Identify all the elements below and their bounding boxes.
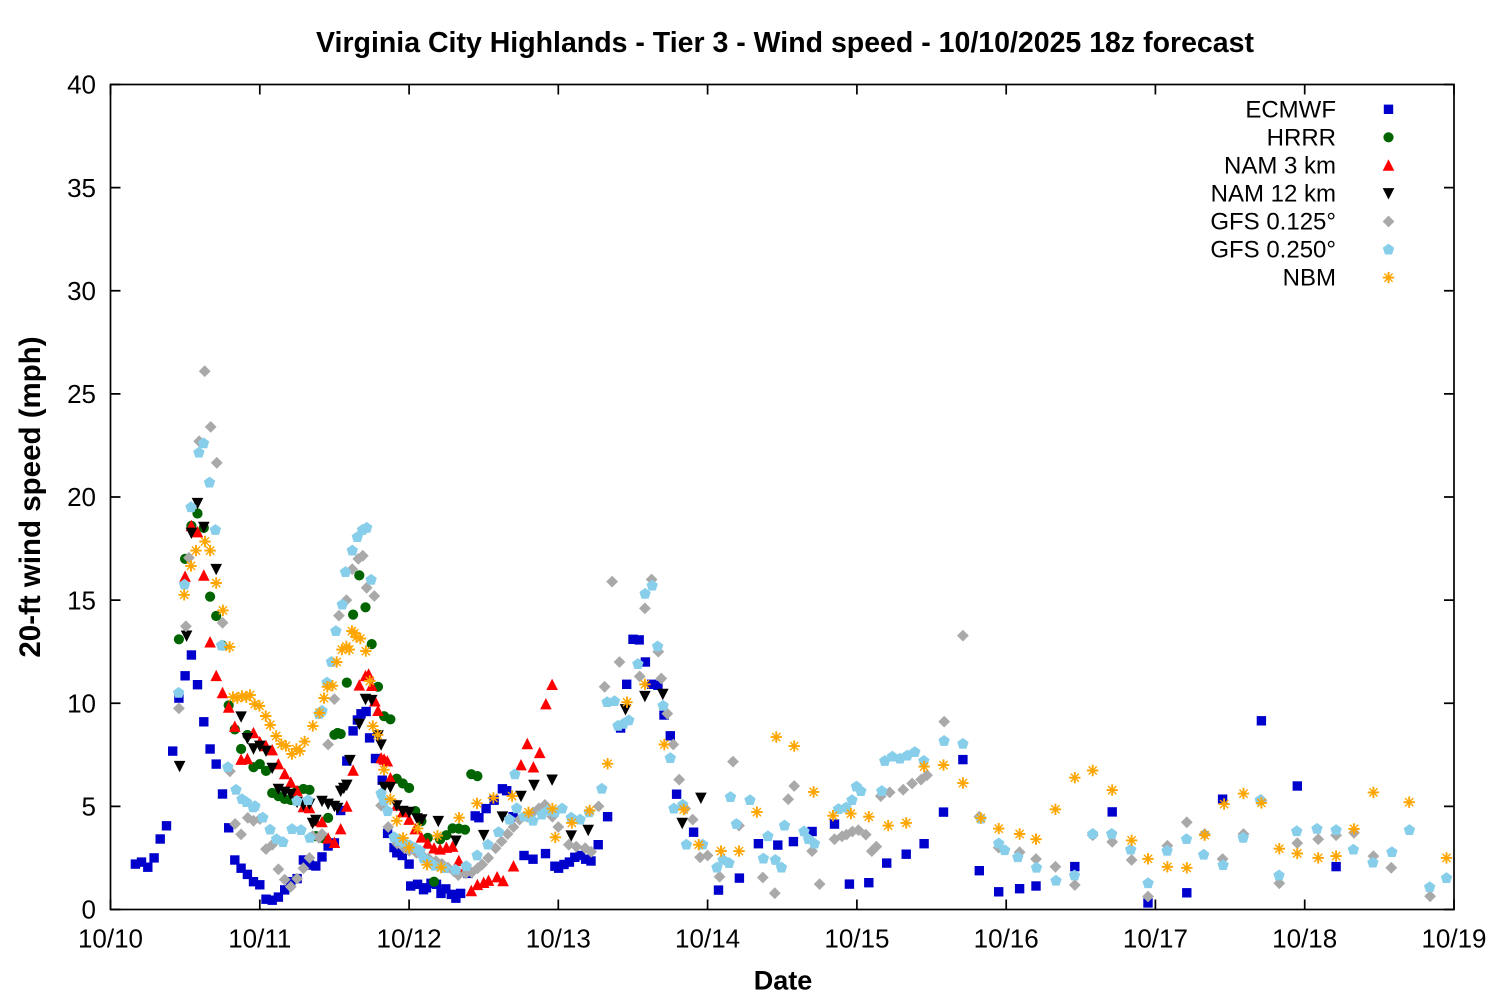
svg-text:20-ft wind speed (mph): 20-ft wind speed (mph) [14,336,47,657]
svg-text:NBM: NBM [1283,265,1336,292]
svg-text:GFS 0.250°: GFS 0.250° [1210,237,1336,264]
svg-text:5: 5 [82,792,96,822]
svg-text:10/15: 10/15 [824,924,889,954]
svg-text:10: 10 [67,689,96,719]
svg-text:10/19: 10/19 [1421,924,1486,954]
svg-text:0: 0 [82,895,96,925]
svg-text:20: 20 [67,482,96,512]
svg-text:10/12: 10/12 [377,924,442,954]
svg-text:25: 25 [67,379,96,409]
svg-text:10/18: 10/18 [1272,924,1337,954]
svg-text:10/10: 10/10 [78,924,143,954]
svg-text:10/13: 10/13 [526,924,591,954]
svg-text:10/16: 10/16 [974,924,1039,954]
svg-text:10/14: 10/14 [675,924,740,954]
svg-text:NAM 3 km: NAM 3 km [1224,152,1336,179]
svg-text:30: 30 [67,276,96,306]
svg-text:Virginia City Highlands - Tier: Virginia City Highlands - Tier 3 - Wind … [316,27,1254,59]
svg-text:Date: Date [754,966,813,996]
svg-text:HRRR: HRRR [1267,124,1336,151]
svg-text:15: 15 [67,585,96,615]
svg-text:ECMWF: ECMWF [1245,96,1336,123]
svg-text:NAM 12 km: NAM 12 km [1211,180,1336,207]
svg-text:GFS 0.125°: GFS 0.125° [1210,209,1336,236]
svg-text:35: 35 [67,173,96,203]
svg-text:10/17: 10/17 [1123,924,1188,954]
svg-text:40: 40 [67,70,96,100]
svg-text:10/11: 10/11 [228,924,291,954]
